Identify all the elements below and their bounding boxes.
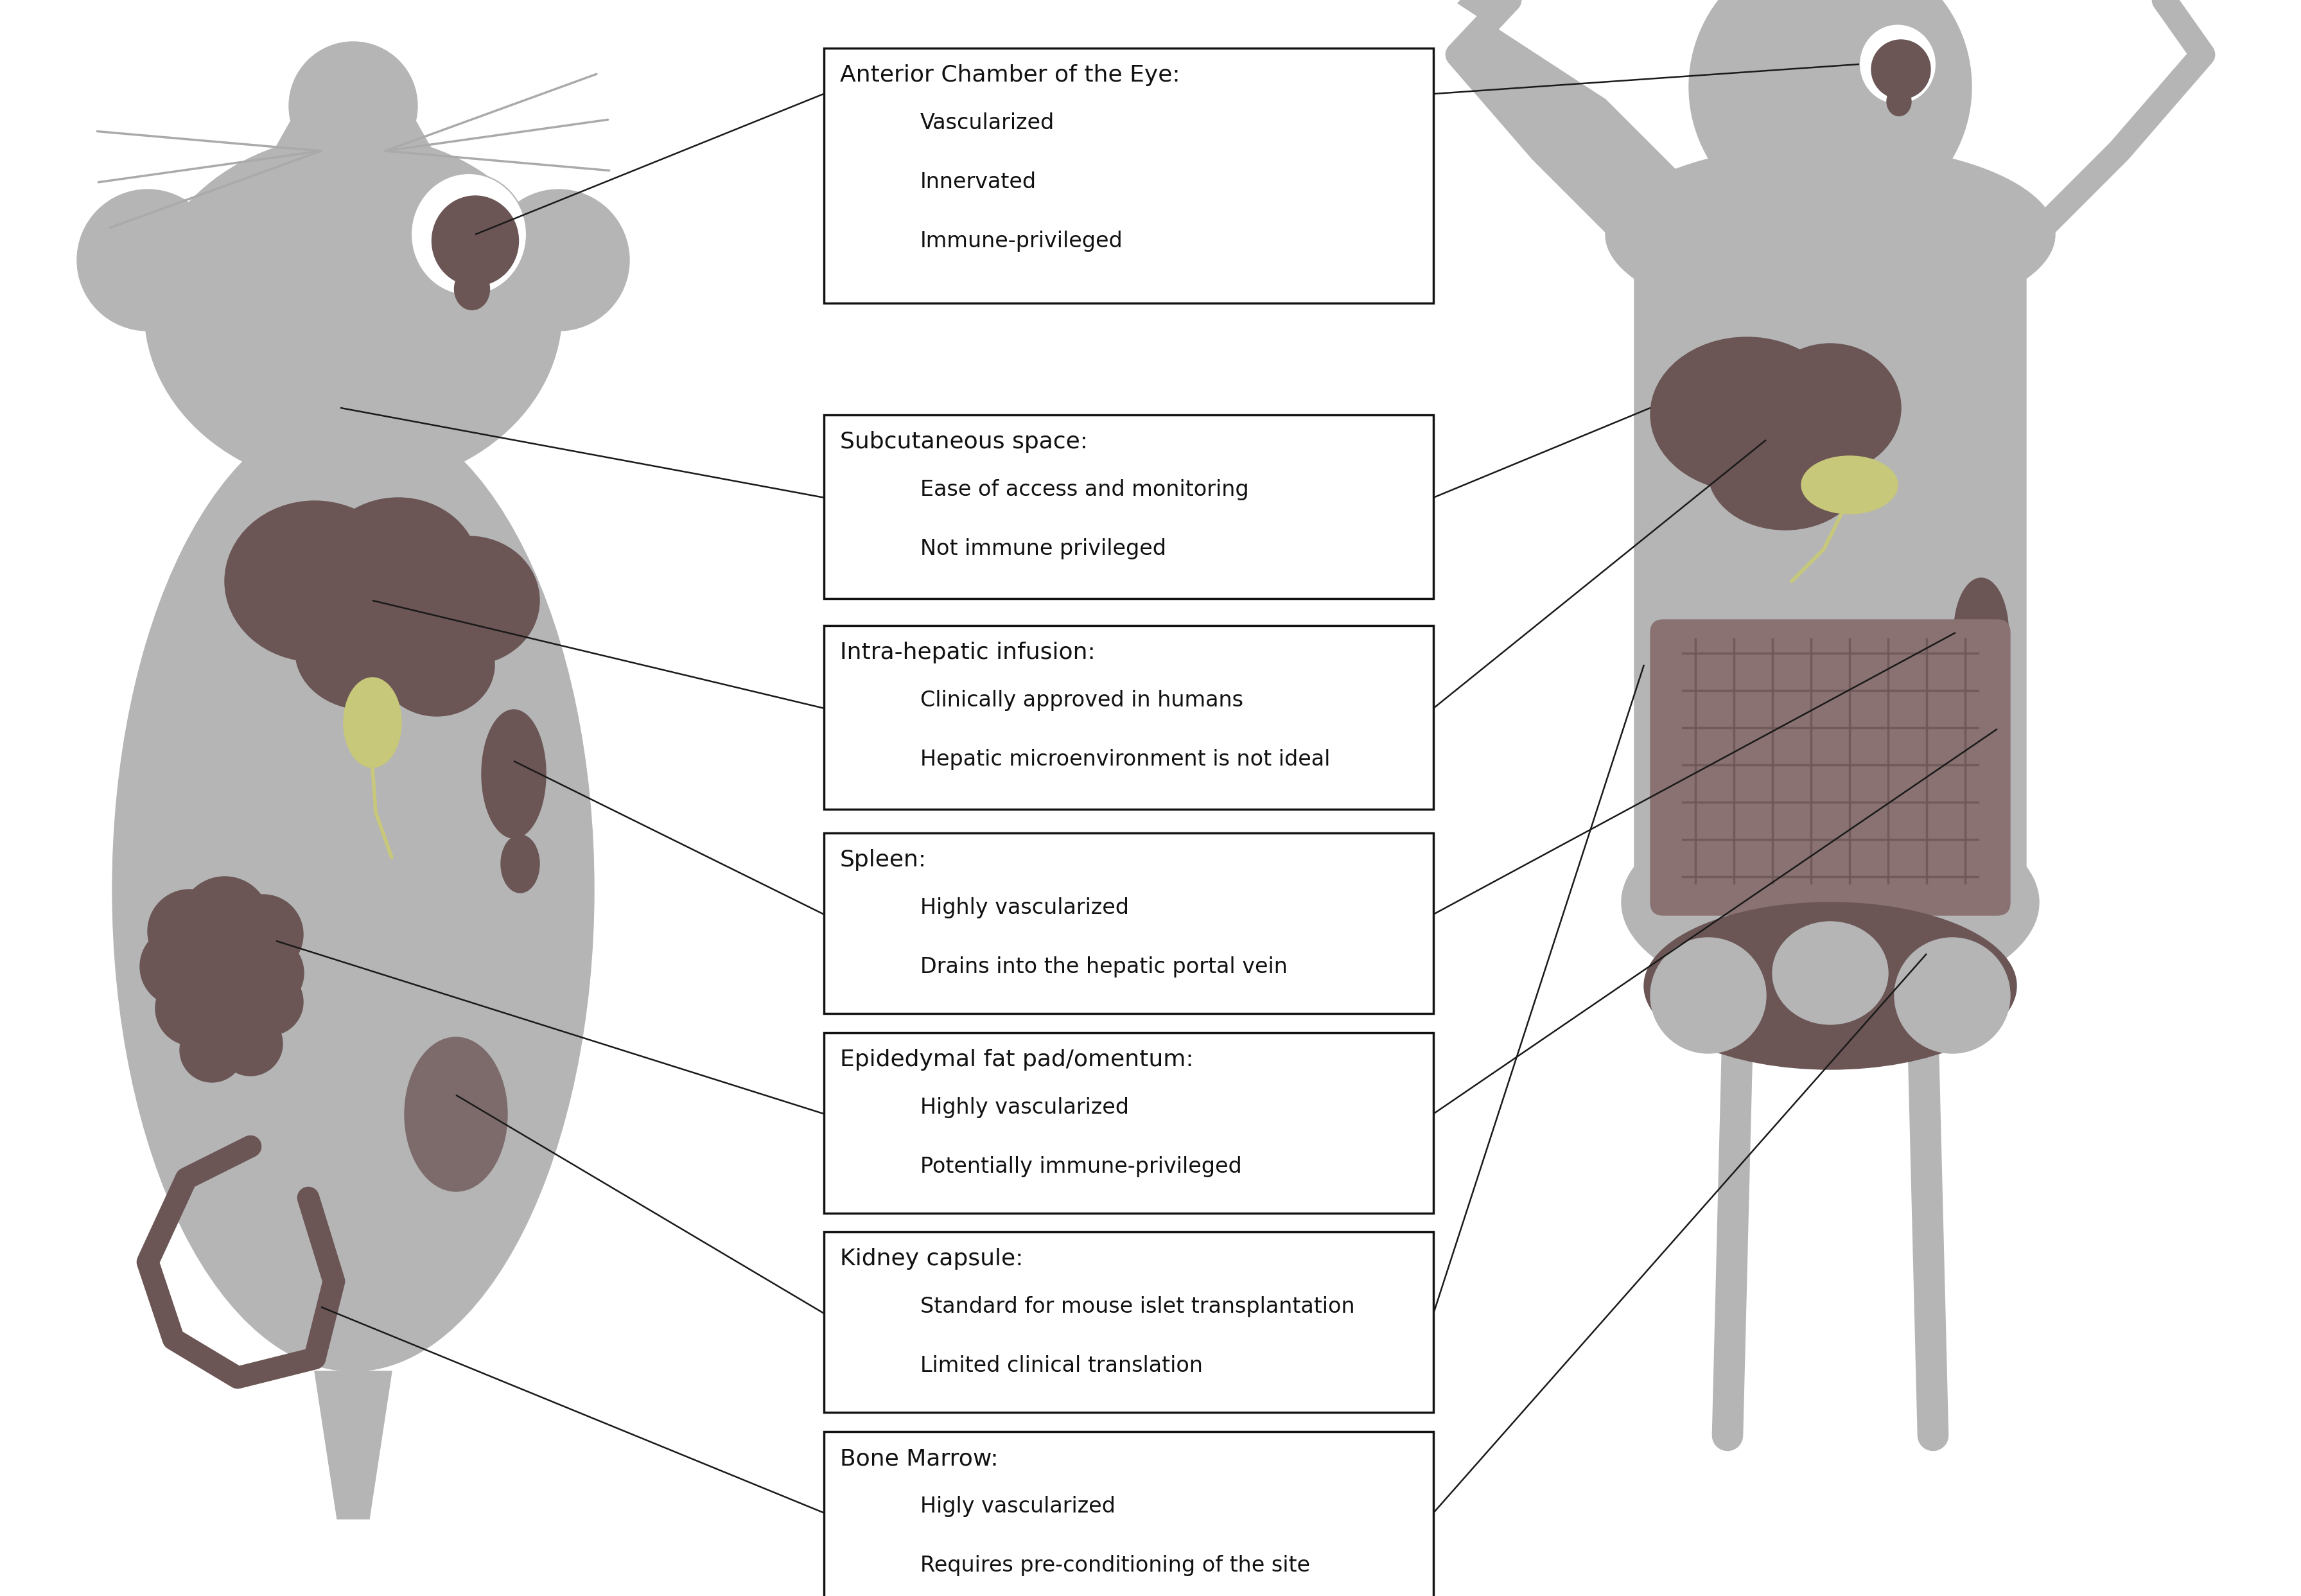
Text: Higly vascularized: Higly vascularized: [920, 1495, 1116, 1518]
Circle shape: [237, 969, 304, 1036]
Ellipse shape: [76, 190, 219, 330]
Ellipse shape: [290, 41, 416, 171]
Ellipse shape: [295, 594, 437, 710]
Ellipse shape: [225, 501, 405, 661]
Ellipse shape: [1802, 456, 1898, 514]
Ellipse shape: [1887, 88, 1912, 117]
Ellipse shape: [1871, 40, 1931, 99]
Circle shape: [196, 980, 267, 1050]
Circle shape: [1650, 938, 1767, 1053]
Circle shape: [179, 1018, 244, 1082]
Circle shape: [230, 935, 304, 1010]
FancyBboxPatch shape: [824, 415, 1434, 598]
Polygon shape: [315, 1371, 391, 1519]
Text: Highly vascularized: Highly vascularized: [920, 1096, 1130, 1119]
Text: Not immune privileged: Not immune privileged: [920, 538, 1167, 560]
Text: Bone Marrow:: Bone Marrow:: [840, 1448, 999, 1470]
Circle shape: [223, 895, 304, 974]
FancyBboxPatch shape: [824, 833, 1434, 1013]
Ellipse shape: [1606, 145, 2055, 324]
FancyBboxPatch shape: [1650, 619, 2011, 915]
FancyBboxPatch shape: [824, 1033, 1434, 1213]
Ellipse shape: [502, 835, 538, 892]
Circle shape: [219, 1012, 283, 1076]
Ellipse shape: [1859, 24, 1935, 104]
Text: Potentially immune-privileged: Potentially immune-privileged: [920, 1156, 1243, 1178]
Circle shape: [182, 922, 269, 1010]
Ellipse shape: [343, 678, 400, 768]
Circle shape: [156, 970, 230, 1045]
Text: Drains into the hepatic portal vein: Drains into the hepatic portal vein: [920, 956, 1286, 978]
Polygon shape: [1459, 0, 1735, 279]
Text: Clinically approved in humans: Clinically approved in humans: [920, 689, 1243, 712]
Text: Anterior Chamber of the Eye:: Anterior Chamber of the Eye:: [840, 64, 1180, 86]
Ellipse shape: [433, 196, 518, 286]
Text: Subcutaneous space:: Subcutaneous space:: [840, 431, 1088, 453]
Text: Standard for mouse islet transplantation: Standard for mouse islet transplantation: [920, 1296, 1355, 1318]
Ellipse shape: [398, 536, 538, 664]
Text: Limited clinical translation: Limited clinical translation: [920, 1355, 1203, 1377]
FancyBboxPatch shape: [824, 48, 1434, 303]
Ellipse shape: [488, 190, 630, 330]
Ellipse shape: [1707, 415, 1862, 530]
Ellipse shape: [405, 1037, 506, 1191]
Ellipse shape: [1622, 800, 2039, 1005]
Circle shape: [140, 927, 219, 1007]
Ellipse shape: [318, 498, 479, 638]
Ellipse shape: [412, 174, 527, 295]
Ellipse shape: [1772, 921, 1889, 1025]
Ellipse shape: [453, 268, 490, 310]
Ellipse shape: [113, 409, 594, 1371]
Ellipse shape: [1954, 578, 2009, 688]
FancyBboxPatch shape: [824, 1232, 1434, 1412]
Ellipse shape: [380, 613, 495, 717]
FancyBboxPatch shape: [824, 1432, 1434, 1596]
Text: Innervated: Innervated: [920, 171, 1035, 193]
Text: Spleen:: Spleen:: [840, 849, 927, 871]
Text: Hepatic microenvironment is not ideal: Hepatic microenvironment is not ideal: [920, 749, 1330, 771]
Ellipse shape: [1760, 343, 1901, 472]
Text: Ease of access and monitoring: Ease of access and monitoring: [920, 479, 1249, 501]
Circle shape: [1894, 938, 2011, 1053]
Text: Kidney capsule:: Kidney capsule:: [840, 1248, 1024, 1270]
Ellipse shape: [145, 136, 561, 488]
Ellipse shape: [1972, 681, 2002, 726]
Circle shape: [147, 889, 230, 974]
Ellipse shape: [481, 710, 545, 838]
Polygon shape: [212, 67, 495, 260]
Ellipse shape: [1643, 902, 2016, 1069]
Text: Intra-hepatic infusion:: Intra-hepatic infusion:: [840, 642, 1095, 664]
Circle shape: [1689, 0, 1972, 228]
FancyBboxPatch shape: [1634, 228, 2027, 942]
Text: Vascularized: Vascularized: [920, 112, 1054, 134]
Text: Highly vascularized: Highly vascularized: [920, 897, 1130, 919]
FancyBboxPatch shape: [1763, 121, 1898, 257]
Text: Requires pre-conditioning of the site: Requires pre-conditioning of the site: [920, 1555, 1309, 1577]
Text: Epidedymal fat pad/omentum:: Epidedymal fat pad/omentum:: [840, 1049, 1194, 1071]
Circle shape: [179, 876, 269, 967]
Ellipse shape: [1650, 337, 1843, 492]
Text: Immune-privileged: Immune-privileged: [920, 230, 1123, 252]
FancyBboxPatch shape: [824, 626, 1434, 809]
